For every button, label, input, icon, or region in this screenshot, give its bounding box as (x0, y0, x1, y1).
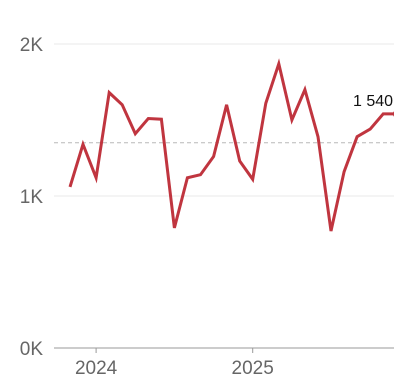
y-tick-label: 1K (20, 187, 44, 208)
label-layer: 1 540 (353, 93, 393, 110)
series-line (68, 58, 394, 232)
series-layer (68, 58, 394, 232)
x-tick-label: 2024 (75, 358, 118, 376)
y-tick-label: 2K (20, 35, 44, 56)
y-tick-label: 0K (20, 339, 44, 360)
x-tick-label: 2025 (232, 358, 274, 376)
axis-layer: 0K 1K 2K 2024 2025 (20, 35, 394, 376)
end-value-label: 1 540 (353, 93, 393, 110)
